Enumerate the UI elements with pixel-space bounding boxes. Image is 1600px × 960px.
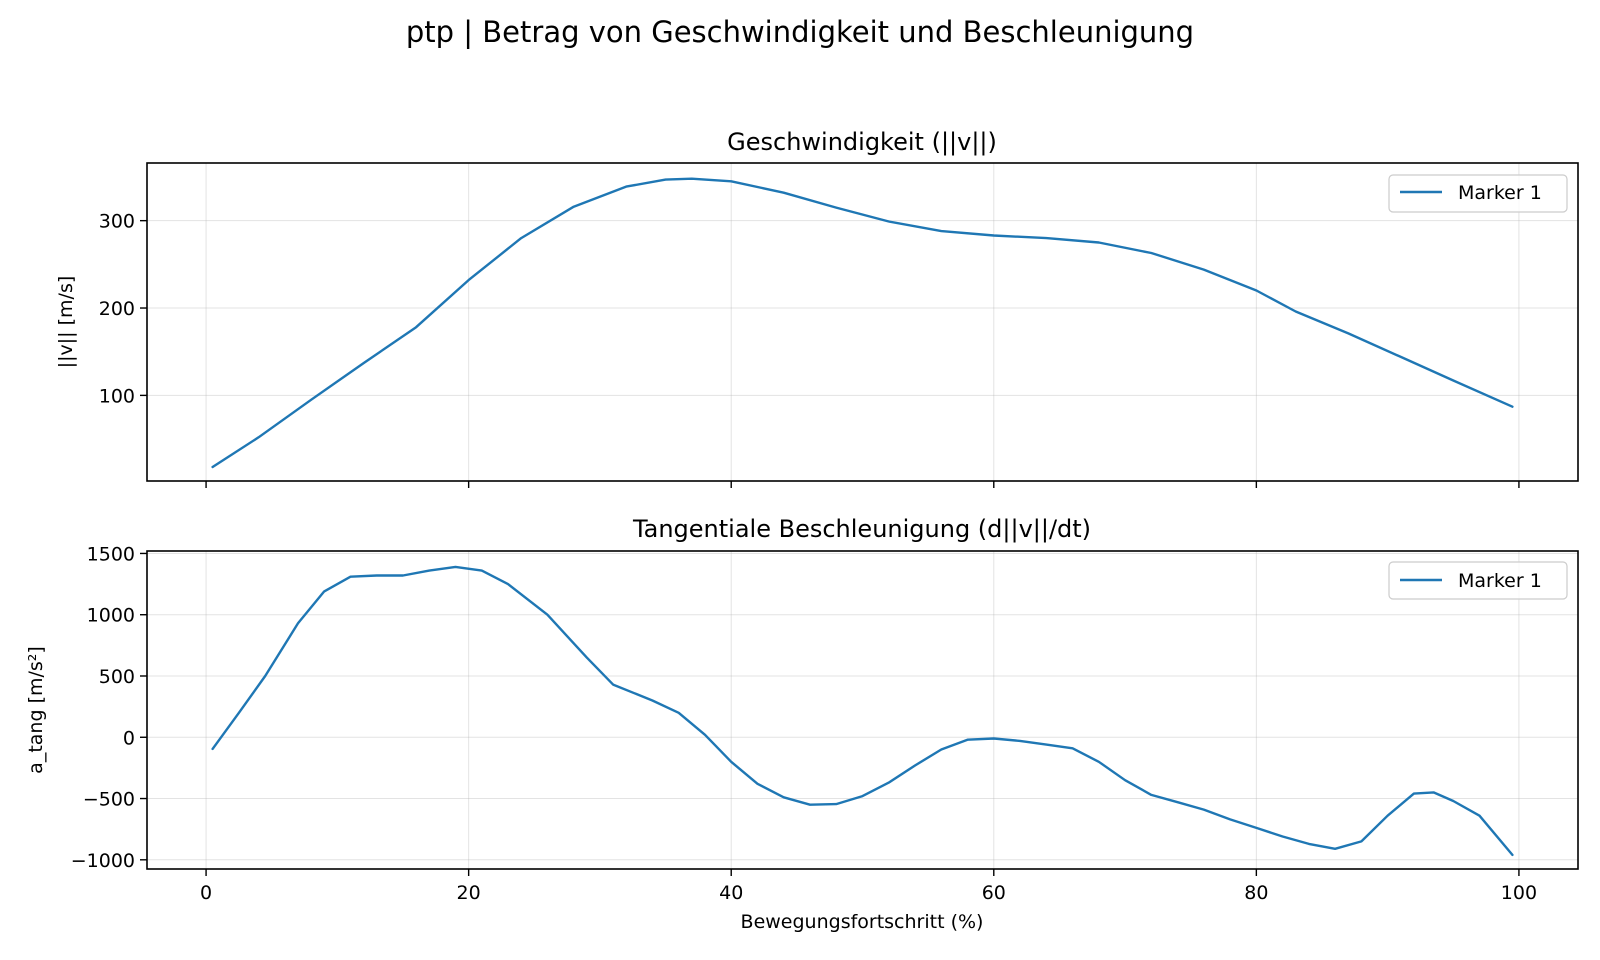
velocity-legend-label: Marker 1 [1458, 182, 1542, 204]
velocity-axes-frame [146, 162, 1579, 482]
acceleration-legend-label: Marker 1 [1458, 570, 1542, 592]
acceleration-y-axis-label: a_tang [m/s²] [25, 646, 47, 774]
figure-suptitle: ptp | Betrag von Geschwindigkeit und Bes… [406, 15, 1194, 49]
acceleration-x-tick-label: 100 [1501, 882, 1537, 904]
acceleration-subplot: Tangentiale Beschleunigung (d||v||/dt) 0… [25, 515, 1579, 933]
acceleration-y-tick-label: −1000 [71, 850, 135, 872]
velocity-y-tick-label: 300 [99, 211, 135, 233]
acceleration-y-tick-label: 500 [99, 666, 135, 688]
acceleration-x-tick-label: 0 [200, 882, 212, 904]
acceleration-legend: Marker 1 [1388, 561, 1568, 600]
acceleration-x-tick-label: 80 [1244, 882, 1268, 904]
velocity-series [211, 177, 1514, 469]
velocity-y-tick-label: 200 [99, 298, 135, 320]
acceleration-grid [147, 551, 1578, 869]
acceleration-subplot-title: Tangentiale Beschleunigung (d||v||/dt) [632, 515, 1091, 543]
acceleration-x-tick-label: 40 [719, 882, 743, 904]
velocity-series-line [211, 177, 1514, 469]
x-axis-label: Bewegungsfortschritt (%) [741, 911, 984, 933]
acceleration-x-tick-label: 20 [457, 882, 481, 904]
velocity-subplot: Geschwindigkeit (||v||) 100 200 300 ||v|| … [55, 128, 1579, 488]
velocity-y-tick-label: 100 [99, 385, 135, 407]
velocity-grid [147, 163, 1578, 481]
acceleration-x-tick-label: 60 [982, 882, 1006, 904]
acceleration-series [211, 565, 1514, 857]
acceleration-ticks: 0 20 40 60 80 100 −1000 −500 0 500 1000 1500 [71, 543, 1537, 904]
acceleration-y-tick-label: 1500 [87, 543, 135, 565]
velocity-legend: Marker 1 [1388, 174, 1568, 213]
acceleration-y-tick-label: −500 [83, 789, 135, 811]
acceleration-y-tick-label: 0 [123, 727, 135, 749]
acceleration-axes-frame [146, 550, 1579, 870]
velocity-ticks: 100 200 300 [99, 211, 1520, 488]
acceleration-series-line [211, 565, 1514, 857]
acceleration-y-tick-label: 1000 [87, 605, 135, 627]
velocity-y-axis-label: ||v|| [m/s] [55, 276, 77, 369]
acceleration-legend-box [1388, 561, 1568, 600]
velocity-subplot-title: Geschwindigkeit (||v||) [727, 128, 997, 156]
velocity-legend-box [1388, 174, 1568, 213]
